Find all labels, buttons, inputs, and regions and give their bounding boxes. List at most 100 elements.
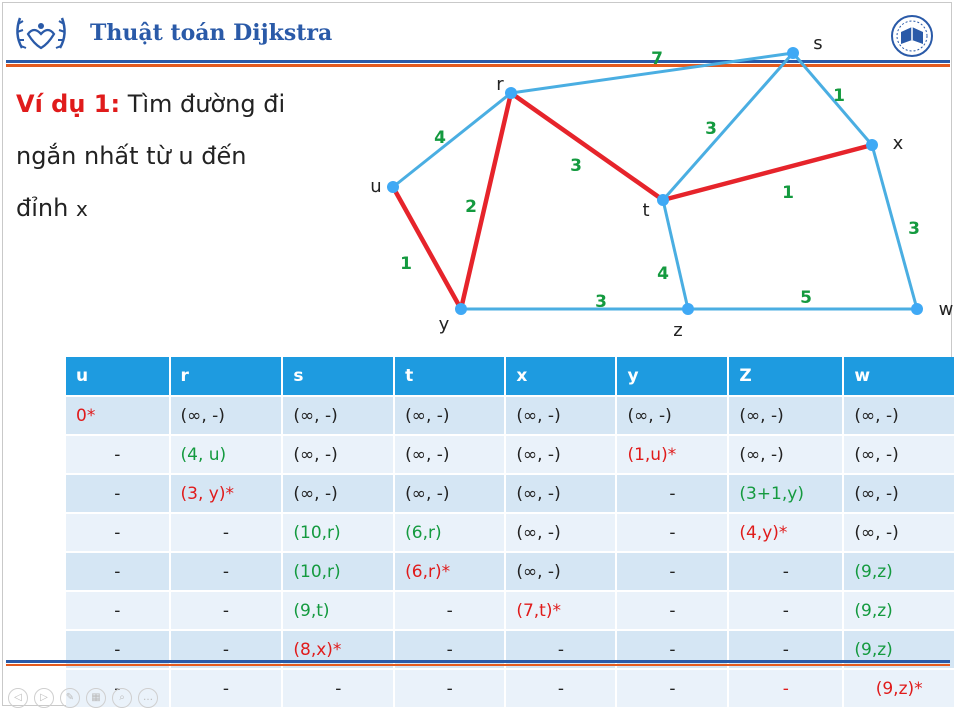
table-cell: (3+1,y)	[728, 473, 845, 513]
slides-icon[interactable]: ▦	[86, 688, 106, 708]
table-cell: (∞, -)	[505, 551, 618, 591]
graph-edge-weights: 4 1 2 7 3 3 1 1 4 3 5 3	[400, 49, 920, 312]
graph-node-labels: u r s x t y z w	[370, 33, 953, 341]
table-cell: -	[66, 590, 171, 630]
example-label: Ví dụ 1:	[16, 90, 121, 118]
table-cell: (∞, -)	[282, 395, 396, 435]
table-cell: -	[616, 590, 730, 630]
footer-divider-blue	[6, 660, 950, 663]
next-icon[interactable]: ▷	[34, 688, 54, 708]
table-cell: (∞, -)	[394, 395, 507, 435]
edge-weight-u-r: 4	[434, 128, 446, 148]
edge-weight-r-s: 7	[651, 49, 663, 69]
example-line-1: Ví dụ 1: Tìm đường đi	[16, 78, 336, 130]
edge-weight-t-z: 4	[657, 264, 669, 284]
graph-nodes	[387, 47, 923, 315]
node-u	[387, 181, 399, 193]
node-label-s: s	[813, 33, 822, 54]
table-cell: (1,u)*	[616, 434, 730, 474]
edge-weight-x-w: 3	[908, 219, 920, 239]
slide-header: Thuật toán Dijkstra	[0, 0, 956, 62]
table-cell: (∞, -)	[843, 434, 956, 474]
table-cell: -	[169, 551, 284, 591]
table-row: - (3, y)* (∞, -) (∞, -) (∞, -) - (3+1,y) (∞, -)	[66, 473, 956, 513]
node-label-r: r	[496, 74, 504, 95]
edge-t-z	[661, 199, 690, 310]
node-label-t: t	[642, 200, 649, 221]
table-cell: -	[616, 551, 730, 591]
table-cell: (∞, -)	[394, 473, 507, 513]
table-cell: (∞, -)	[728, 434, 845, 474]
table-row: - - (10,r) (6,r)* (∞, -) - - (9,z)	[66, 551, 956, 591]
university-logo-right-icon	[891, 15, 933, 57]
slideshow-controls: ◁ ▷ ✎ ▦ ⌕ …	[8, 688, 158, 708]
table-cell: (10,r)	[282, 551, 396, 591]
table-cell: -	[66, 551, 171, 591]
table-cell: -	[394, 590, 507, 630]
prev-icon[interactable]: ◁	[8, 688, 28, 708]
column-header-5: y	[616, 357, 730, 396]
node-label-u: u	[370, 176, 381, 197]
table-cell: -	[169, 590, 284, 630]
path-edge-u-y	[390, 184, 464, 312]
table-cell: (∞, -)	[394, 434, 507, 474]
table-cell: (∞, -)	[282, 434, 396, 474]
example-line-1-rest: Tìm đường đi	[120, 90, 286, 118]
table-cell: (10,r)	[282, 512, 396, 552]
column-header-0: u	[66, 357, 171, 396]
table-cell: (∞, -)	[616, 395, 730, 435]
pen-icon[interactable]: ✎	[60, 688, 80, 708]
table-cell: (∞, -)	[505, 434, 618, 474]
edge-r-s	[510, 51, 794, 95]
table-cell: (9,z)	[843, 590, 956, 630]
node-r	[505, 87, 517, 99]
example-target-node: x	[75, 197, 88, 221]
edge-s-t	[661, 52, 795, 201]
table-cell: (7,t)*	[505, 590, 618, 630]
edge-weight-r-y: 2	[465, 197, 477, 217]
table-cell: (3, y)*	[169, 473, 284, 513]
university-logo-left-icon	[16, 17, 66, 50]
table-row: - - (9,t) - (7,t)* - - (9,z)	[66, 590, 956, 630]
table-cell: -	[728, 551, 845, 591]
more-icon[interactable]: …	[138, 688, 158, 708]
table-cell: -	[616, 512, 730, 552]
table-cell: (∞, -)	[843, 473, 956, 513]
table-row: - (4, u) (∞, -) (∞, -) (∞, -) (1,u)* (∞, -) (∞,…	[66, 434, 956, 474]
table-cell: (6,r)*	[394, 551, 507, 591]
table-cell: (∞, -)	[505, 473, 618, 513]
table-row: - - - - - - - (9,z)*	[66, 668, 956, 707]
edge-weight-r-t: 3	[570, 156, 582, 176]
table-cell: 0*	[66, 395, 171, 435]
example-line-3-text: đỉnh	[16, 194, 69, 222]
table-cell: -	[282, 668, 396, 707]
column-header-6: Z	[728, 357, 845, 396]
table-cell: -	[728, 668, 845, 707]
table-cell: (∞, -)	[282, 473, 396, 513]
edge-weight-y-z: 3	[595, 292, 607, 312]
zoom-icon[interactable]: ⌕	[112, 688, 132, 708]
table-cell: (9,z)*	[843, 668, 956, 707]
table-cell: (∞, -)	[728, 395, 845, 435]
table-cell: (4,y)*	[728, 512, 845, 552]
edge-x-w	[870, 144, 919, 310]
column-header-4: x	[505, 357, 618, 396]
example-line-3: đỉnh x	[16, 182, 336, 235]
table-row: 0* (∞, -) (∞, -) (∞, -) (∞, -) (∞, -) (∞, -) (∞…	[66, 395, 956, 435]
edge-u-r	[392, 91, 512, 189]
column-header-2: s	[282, 357, 396, 396]
edge-weight-s-x: 1	[833, 86, 845, 106]
edge-weight-z-w: 5	[800, 288, 812, 308]
node-label-x: x	[893, 133, 904, 154]
example-text: Ví dụ 1: Tìm đường đi ngắn nhất từ u đến…	[16, 78, 336, 235]
node-s	[787, 47, 799, 59]
table-cell: -	[505, 668, 618, 707]
header-divider-orange	[6, 64, 950, 67]
table-cell: -	[169, 668, 284, 707]
edge-weight-u-y: 1	[400, 254, 412, 274]
path-edge-r-t	[508, 90, 666, 203]
node-label-y: y	[439, 314, 450, 335]
